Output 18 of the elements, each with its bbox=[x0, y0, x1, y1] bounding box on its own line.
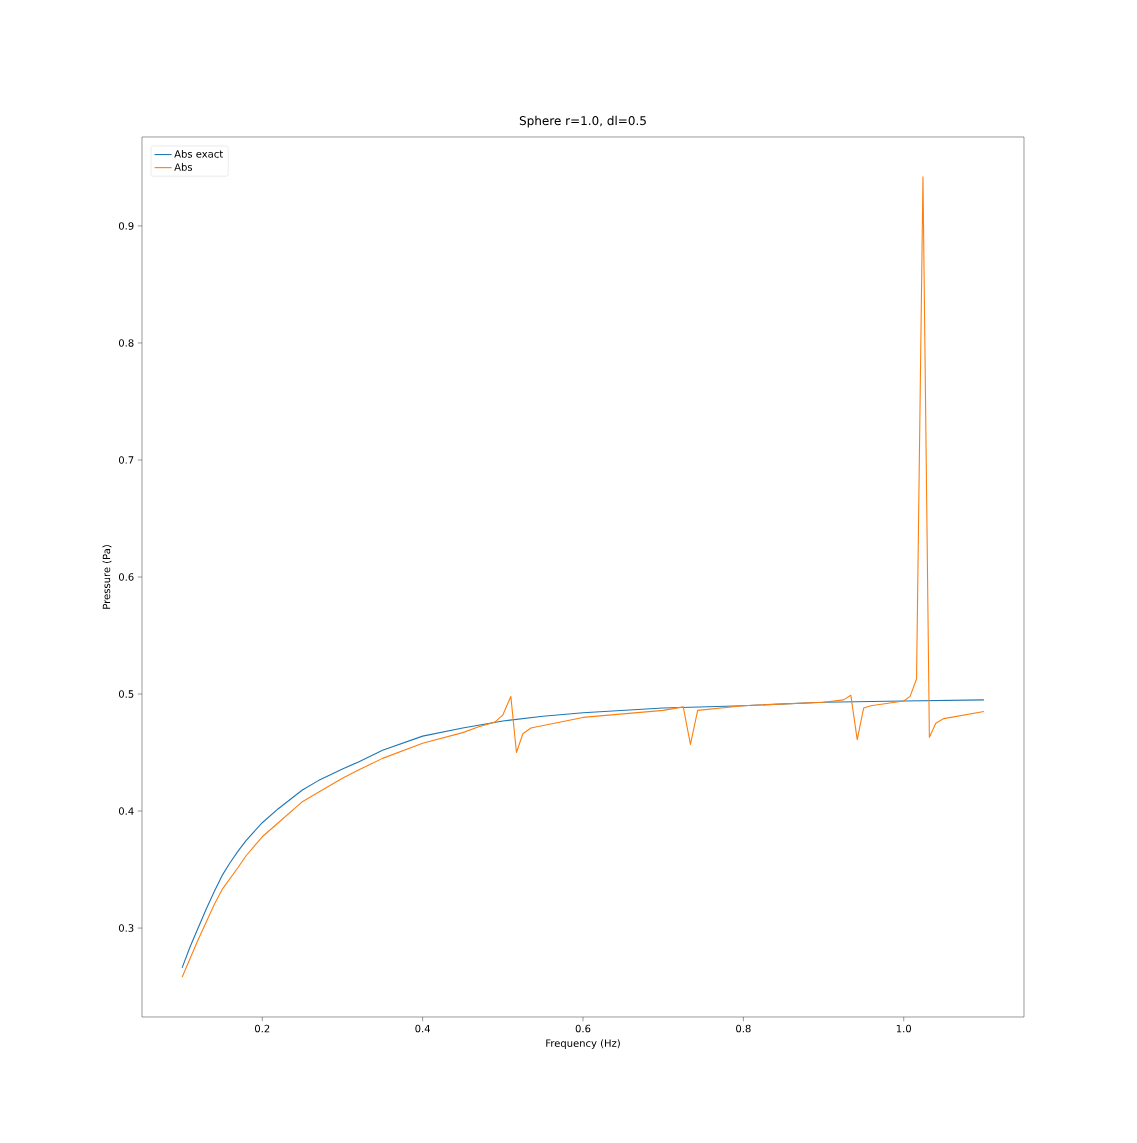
x-tick-label: 0.4 bbox=[415, 1024, 431, 1033]
legend-label: Abs exact bbox=[174, 149, 223, 158]
y-tick-label: 0.6 bbox=[118, 573, 134, 581]
x-tick-label: 0.2 bbox=[254, 1024, 270, 1033]
y-tick-label: 0.5 bbox=[118, 690, 134, 698]
y-tick-label: 0.8 bbox=[118, 339, 134, 347]
y-tick-label: 0.7 bbox=[118, 456, 134, 464]
y-axis-title: Pressure (Pa) bbox=[102, 545, 112, 609]
x-tick-label: 0.6 bbox=[575, 1024, 591, 1033]
y-tick-label: 0.3 bbox=[118, 924, 134, 932]
x-axis-title: Frequency (Hz) bbox=[546, 1039, 620, 1049]
line-series bbox=[181, 699, 985, 969]
y-tick-label: 0.4 bbox=[118, 807, 134, 815]
y-tick-label: 0.9 bbox=[118, 222, 134, 230]
legend-label: Abs bbox=[174, 163, 193, 171]
chart-title: Sphere r=1.0, dl=0.5 bbox=[519, 115, 646, 128]
x-tick-label: 1.0 bbox=[896, 1024, 912, 1033]
x-tick-label: 0.8 bbox=[736, 1024, 751, 1033]
